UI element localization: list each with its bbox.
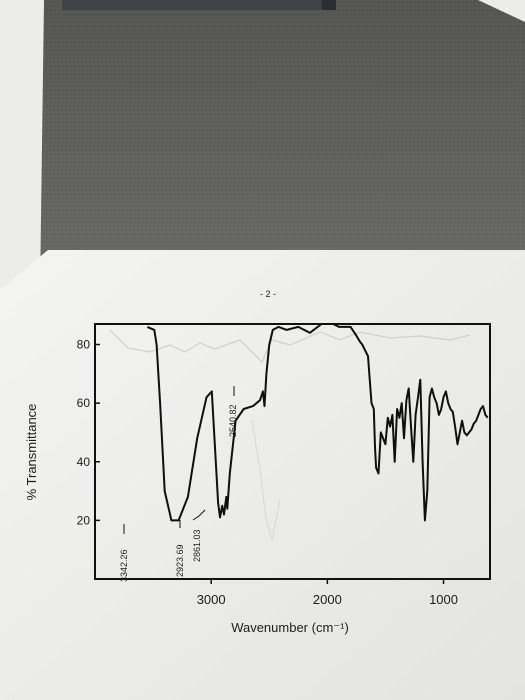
show-through-line	[109, 329, 471, 364]
y-axis-ticks: 20 40 60 80	[77, 338, 100, 527]
left-paper-sliver	[0, 0, 44, 292]
annotation-2861: 2861.03	[192, 529, 202, 562]
x-axis-label: Wavenumber (cm⁻¹)	[231, 620, 349, 635]
x-axis-ticks: 3000 2000 1000	[197, 579, 458, 607]
annotation-2923: 2923.69	[175, 544, 185, 577]
peak-annotations: 3342.26 2923.69 2861.03 2540.82	[119, 386, 238, 582]
background-shadow	[0, 0, 525, 260]
plot-area-frame	[94, 323, 491, 580]
y-tick-label: 40	[77, 455, 91, 469]
y-tick-label: 20	[77, 513, 91, 527]
y-tick-label: 80	[77, 338, 91, 352]
show-through-peak	[251, 419, 281, 541]
annotation-3342: 3342.26	[119, 549, 129, 582]
x-tick-label: 3000	[197, 592, 226, 607]
document-sheet	[0, 250, 525, 700]
right-paper-sliver	[478, 0, 525, 22]
page-number: - 2 -	[260, 289, 276, 299]
annotation-2540: 2540.82	[228, 404, 238, 437]
spectrum-line	[146, 323, 489, 522]
y-axis-label: % Transmittance	[24, 404, 39, 501]
x-tick-label: 1000	[429, 592, 458, 607]
ir-chart: 3000 2000 1000 20 40 60 80 3342.26 2923.69 28…	[24, 323, 491, 635]
dark-object-top-edge	[322, 0, 336, 10]
x-tick-label: 2000	[313, 592, 342, 607]
annotation-leader-2861	[192, 509, 206, 521]
dark-object-top	[62, 0, 324, 10]
y-tick-label: 60	[77, 396, 91, 410]
